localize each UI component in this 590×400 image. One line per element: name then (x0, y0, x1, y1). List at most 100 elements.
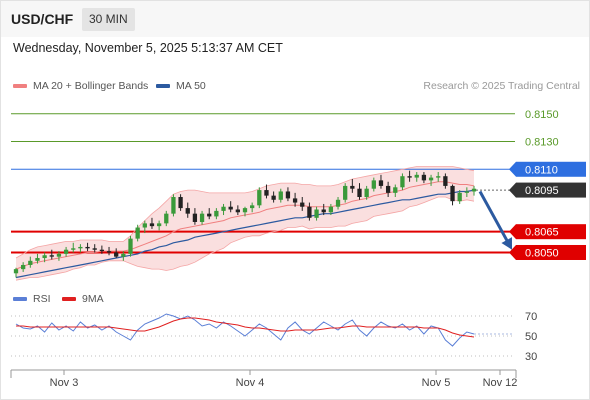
candle-body (178, 197, 183, 209)
candle-body (385, 185, 391, 193)
candle-body (221, 206, 226, 211)
candle-body (371, 180, 376, 189)
rsi-tick-label-30: 30 (525, 351, 537, 363)
header-bar: USD/CHF 30 MIN (1, 1, 589, 37)
candle-body (457, 192, 462, 202)
candle-body (185, 208, 190, 214)
candle-body (71, 248, 76, 250)
level-label-box-5 (516, 244, 586, 260)
level-label-pointer-4 (509, 224, 516, 240)
legend-ma9-label: 9MA (82, 293, 104, 305)
candle-body (436, 176, 441, 178)
candle-body (142, 223, 147, 228)
candle-body (199, 213, 205, 222)
candle-body (464, 191, 469, 193)
candle-body (350, 185, 355, 189)
legend-ma50-label: MA 50 (176, 80, 206, 92)
candle-body (407, 176, 412, 178)
candle-body (99, 249, 105, 252)
bollinger-lower-line (15, 196, 475, 281)
rsi-tick-label-50: 50 (525, 331, 537, 343)
candle-body (192, 213, 198, 222)
ma50-line (15, 189, 475, 279)
candle-body (400, 176, 405, 188)
candle-body (135, 227, 140, 239)
copyright-text: Research © 2025 Trading Central (423, 80, 580, 92)
candle-body (63, 249, 69, 254)
candle-body (164, 213, 169, 224)
candle-body (257, 190, 262, 206)
candle-body (92, 248, 97, 250)
candle-body (343, 185, 348, 200)
candle-body (85, 246, 90, 249)
candle-body (364, 188, 369, 198)
forecast-arrow-shaft (478, 190, 510, 244)
candle-body (328, 206, 334, 213)
candle-body (414, 174, 419, 178)
candle-body (114, 252, 119, 257)
candle-body (214, 210, 219, 217)
candle-body (278, 191, 283, 200)
candle-body (378, 180, 384, 186)
chart-datetime: Wednesday, November 5, 2025 5:13:37 AM C… (13, 41, 283, 55)
ma50-swatch (156, 84, 170, 88)
level-label-5: 0.8050 (525, 247, 559, 259)
candle-body (235, 209, 240, 213)
level-label-3: 0.8095 (525, 185, 559, 197)
candle-body (471, 188, 477, 192)
candle-body (285, 191, 291, 199)
candle-body (128, 238, 133, 254)
legend-ma20: MA 20 + Bollinger Bands (13, 80, 148, 92)
candle-body (149, 223, 155, 227)
candle-body (49, 255, 54, 257)
candle-body (156, 223, 162, 227)
candle-body (357, 188, 362, 198)
x-tick-label-0: Nov 3 (50, 377, 79, 389)
candle-body (321, 209, 326, 213)
rsi-line (15, 313, 475, 347)
x-tick-label-2: Nov 5 (422, 377, 451, 389)
level-label-pointer-5 (509, 244, 516, 260)
rsi-ma9-line (16, 317, 475, 338)
x-tick-label-1: Nov 4 (236, 377, 265, 389)
candle-body (421, 174, 427, 181)
symbol-title: USD/CHF (11, 11, 74, 27)
candle-body (450, 185, 455, 202)
legend-ma20-label: MA 20 + Bollinger Bands (33, 80, 149, 92)
candle-body (207, 213, 212, 217)
legend-ma50: MA 50 (156, 80, 206, 92)
candle-body (106, 251, 112, 253)
level-label-pointer-2 (509, 161, 516, 177)
candle-body (250, 205, 255, 209)
rsi-swatch (13, 297, 27, 301)
candle-body (292, 198, 298, 203)
candle-body (21, 264, 26, 270)
level-label-pointer-3 (509, 182, 516, 198)
legend-ma9: 9MA (62, 293, 104, 305)
candle-body (307, 206, 312, 218)
candle-body (335, 199, 341, 207)
legend-rsi-label: RSI (33, 293, 51, 305)
candle-body (35, 258, 40, 261)
candle-body (443, 176, 448, 186)
candle-body (56, 253, 62, 257)
x-tick-label-3: Nov 12 (483, 377, 518, 389)
candle-body (228, 206, 233, 210)
level-label-2: 0.8110 (525, 164, 558, 176)
candle-body (121, 253, 126, 257)
forecast-arrow-head (501, 237, 512, 250)
candle-body (428, 177, 434, 181)
candle-body (42, 255, 47, 259)
candle-body (242, 208, 248, 213)
level-label-box-3 (516, 182, 586, 198)
level-label-1: 0.8130 (525, 137, 559, 149)
candle-body (13, 269, 19, 274)
legend-rsi: RSI (13, 293, 51, 305)
candle-body (78, 246, 83, 249)
candle-body (393, 187, 398, 193)
candle-body (300, 202, 305, 207)
level-label-0: 0.8150 (525, 109, 559, 121)
timeframe-badge[interactable]: 30 MIN (82, 8, 135, 31)
bollinger-upper-line (15, 166, 475, 259)
